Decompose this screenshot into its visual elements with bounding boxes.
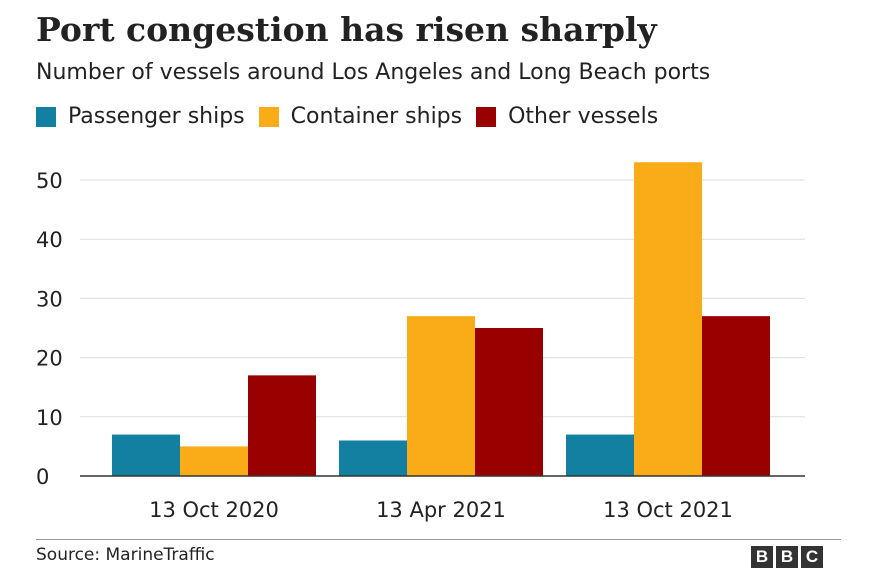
legend-swatch-container bbox=[258, 106, 279, 127]
y-tick-label: 40 bbox=[36, 228, 63, 252]
source-note: Source: MarineTraffic bbox=[36, 545, 215, 565]
legend-item-other: Other vessels bbox=[476, 104, 658, 129]
bar bbox=[566, 434, 634, 476]
legend-swatch-passenger bbox=[36, 106, 56, 127]
y-tick-label: 10 bbox=[36, 406, 63, 430]
legend-label-other: Other vessels bbox=[508, 104, 659, 129]
footer-divider bbox=[36, 539, 841, 540]
legend-item-passenger: Passenger ships bbox=[36, 104, 245, 129]
bbc-logo-letter: B bbox=[776, 546, 798, 568]
y-tick-label: 50 bbox=[36, 169, 63, 193]
legend-label-passenger: Passenger ships bbox=[68, 104, 245, 129]
legend-label-container: Container ships bbox=[290, 104, 463, 129]
x-tick-label: 13 Oct 2021 bbox=[603, 498, 733, 522]
bar bbox=[634, 162, 702, 477]
y-tick-label: 0 bbox=[36, 465, 49, 489]
chart-title: Port congestion has risen sharply bbox=[36, 10, 657, 49]
legend: Passenger ships Container ships Other ve… bbox=[36, 104, 672, 129]
bar bbox=[248, 375, 316, 476]
legend-swatch-other bbox=[476, 106, 497, 127]
bbc-logo-letter: C bbox=[801, 546, 823, 568]
bbc-logo: B B C bbox=[748, 546, 823, 568]
bar bbox=[112, 434, 180, 476]
bar bbox=[339, 440, 407, 476]
chart-subtitle: Number of vessels around Los Angeles and… bbox=[36, 60, 711, 85]
x-tick-label: 13 Apr 2021 bbox=[376, 498, 506, 522]
y-tick-label: 20 bbox=[36, 347, 63, 371]
bar bbox=[407, 316, 475, 476]
bbc-logo-letter: B bbox=[751, 546, 773, 568]
bar bbox=[702, 316, 770, 476]
y-tick-label: 30 bbox=[36, 287, 63, 311]
bar bbox=[180, 446, 248, 476]
legend-item-container: Container ships bbox=[258, 104, 463, 129]
bar bbox=[475, 328, 543, 476]
x-tick-label: 13 Oct 2020 bbox=[149, 498, 279, 522]
